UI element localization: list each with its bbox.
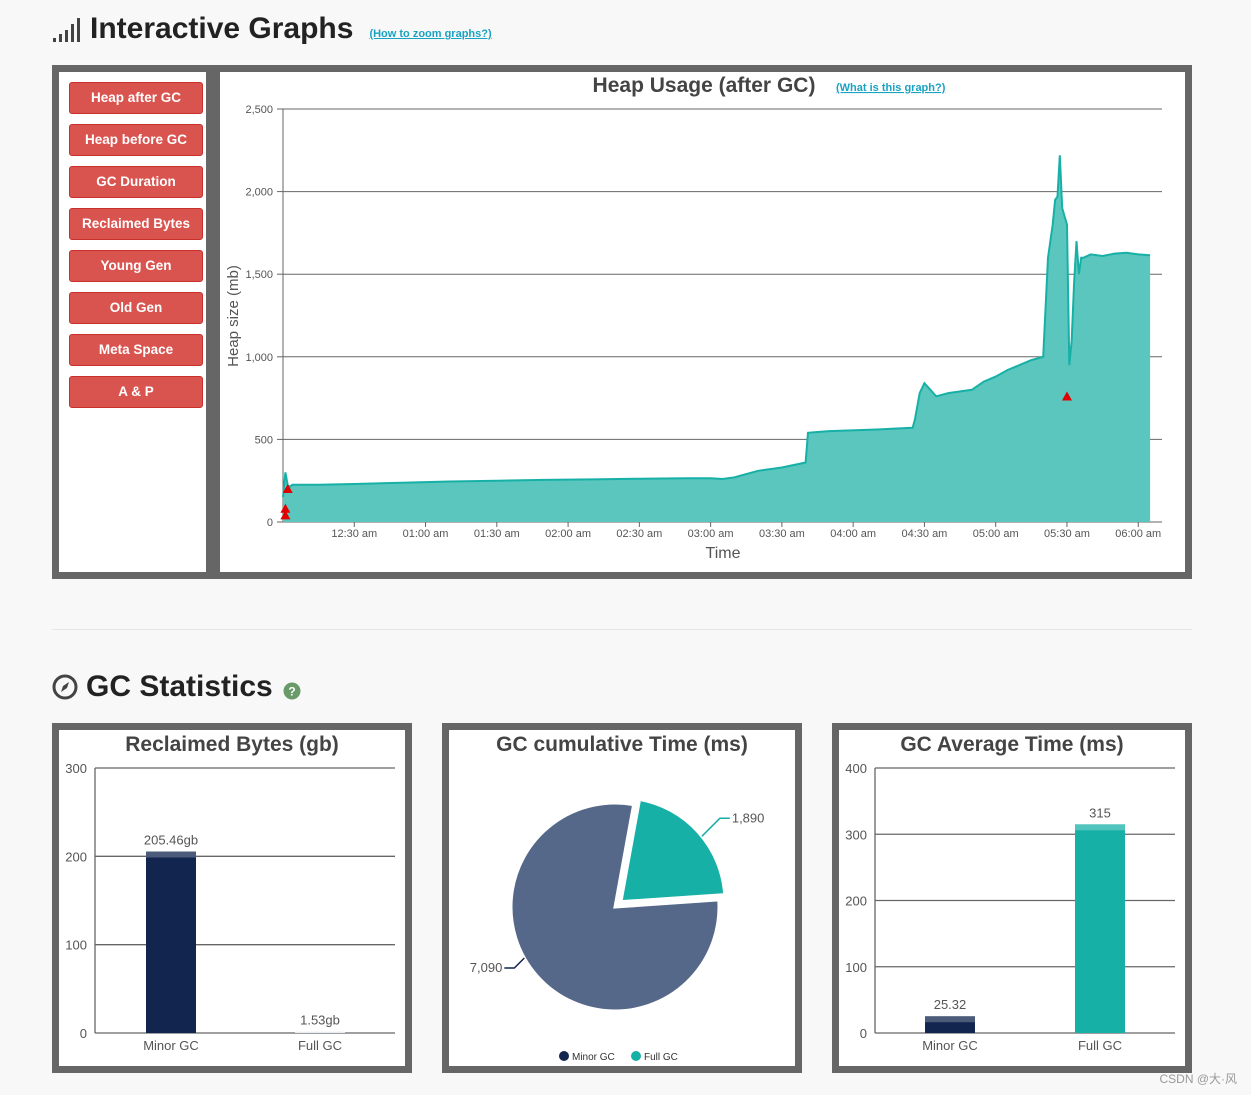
heap-xtick-label: 02:00 am xyxy=(545,528,591,540)
interactive-graphs-title: Interactive Graphs xyxy=(90,12,354,45)
heap-xtick-label: 06:00 am xyxy=(1115,528,1161,540)
rb-bar-full-gc xyxy=(295,1031,345,1033)
heap-before-gc-button[interactable]: Heap before GC xyxy=(69,124,203,156)
rb-ytick-label: 100 xyxy=(65,938,87,953)
rb-bar-minor-gc xyxy=(146,851,196,1033)
reclaimed-bytes-title: Reclaimed Bytes (gb) xyxy=(125,733,339,756)
avg-category-label: Minor GC xyxy=(922,1038,978,1053)
rb-data-label: 1.53gb xyxy=(300,1013,340,1028)
heap-xtick-label: 04:30 am xyxy=(901,528,947,540)
heap-xtick-label: 05:00 am xyxy=(973,528,1019,540)
heap-usage-chart[interactable]: Heap Usage (after GC) (What is this grap… xyxy=(220,72,1185,572)
pie-data-label-minor-gc: 7,090 xyxy=(470,960,503,975)
heap-chart-title: Heap Usage (after GC) xyxy=(593,74,816,97)
reclaimed-bytes-chart[interactable]: Reclaimed Bytes (gb) 0 100 200 300 205.46gb M… xyxy=(59,730,405,1066)
heap-ytick-label: 0 xyxy=(267,517,273,529)
gc-duration-button[interactable]: GC Duration xyxy=(69,166,203,198)
heap-xtick-label: 05:30 am xyxy=(1044,528,1090,540)
avg-ytick-label: 0 xyxy=(860,1026,867,1041)
reclaimed-bytes-frame: Reclaimed Bytes (gb) 0 100 200 300 205.46gb M… xyxy=(52,723,412,1073)
avg-ytick-label: 200 xyxy=(845,894,867,909)
heap-chart-help-link[interactable]: (What is this graph?) xyxy=(836,82,946,94)
avg-ytick-label: 300 xyxy=(845,827,867,842)
heap-xtick-label: 02:30 am xyxy=(616,528,662,540)
signal-bars-icon xyxy=(53,18,80,42)
rb-ytick-label: 300 xyxy=(65,761,87,776)
gc-statistics-title: GC Statistics xyxy=(86,670,273,703)
gc-average-time-frame: GC Average Time (ms) 0 100 200 300 400 25.32 M… xyxy=(832,723,1192,1073)
avg-bar-highlight xyxy=(1075,824,1125,831)
heap-ytick-label: 2,000 xyxy=(245,187,273,199)
pie-connector-full-gc xyxy=(701,817,730,837)
full-gc-marker xyxy=(1061,391,1072,401)
heap-chart-ylabel: Heap size (mb) xyxy=(225,265,242,367)
full-gc-marker xyxy=(282,483,293,493)
heap-xtick-label: 03:30 am xyxy=(759,528,805,540)
a-and-p-button[interactable]: A & P xyxy=(69,376,203,408)
avg-bar-highlight xyxy=(925,1016,975,1023)
gc-cumulative-time-chart[interactable]: GC cumulative Time (ms) 1,890 7,090 Minor… xyxy=(449,730,795,1066)
gc-cumulative-time-frame: GC cumulative Time (ms) 1,890 7,090 Minor… xyxy=(442,723,802,1073)
heap-ytick-label: 1,500 xyxy=(245,269,273,281)
compass-icon xyxy=(52,674,78,700)
legend-full-gc-marker xyxy=(631,1051,641,1061)
heap-xtick-label: 01:00 am xyxy=(403,528,449,540)
heap-area-fill xyxy=(283,155,1151,523)
young-gen-button[interactable]: Young Gen xyxy=(69,250,203,282)
heap-usage-chart-panel: Heap Usage (after GC) (What is this grap… xyxy=(220,72,1185,572)
heap-xtick-label: 04:00 am xyxy=(830,528,876,540)
section-divider xyxy=(52,629,1192,630)
rb-ytick-label: 0 xyxy=(80,1026,87,1041)
legend-minor-gc-label[interactable]: Minor GC xyxy=(572,1052,615,1063)
heap-ytick-label: 1,000 xyxy=(245,352,273,364)
pie-slice-full-gc xyxy=(619,797,727,904)
gc-cumulative-time-title: GC cumulative Time (ms) xyxy=(496,733,748,756)
heap-xtick-label: 03:00 am xyxy=(688,528,734,540)
full-gc-marker xyxy=(280,503,291,513)
legend-minor-gc-marker xyxy=(559,1051,569,1061)
gc-statistics-header: GC Statistics ? xyxy=(52,670,301,704)
pie-data-label-full-gc: 1,890 xyxy=(732,810,765,825)
svg-text:?: ? xyxy=(288,685,295,699)
reclaimed-bytes-button[interactable]: Reclaimed Bytes xyxy=(69,208,203,240)
heap-ytick-label: 2,500 xyxy=(245,104,273,116)
avg-ytick-label: 100 xyxy=(845,960,867,975)
gc-average-time-chart[interactable]: GC Average Time (ms) 0 100 200 300 400 25.32 M… xyxy=(839,730,1185,1066)
heap-ytick-label: 500 xyxy=(255,434,273,446)
old-gen-button[interactable]: Old Gen xyxy=(69,292,203,324)
question-icon[interactable]: ? xyxy=(283,682,301,700)
rb-category-label: Full GC xyxy=(298,1038,342,1053)
rb-ytick-label: 200 xyxy=(65,849,87,864)
graph-selector-panel: Heap after GC Heap before GC GC Duration… xyxy=(59,72,206,572)
avg-data-label: 25.32 xyxy=(934,997,967,1012)
avg-data-label: 315 xyxy=(1089,805,1111,820)
interactive-graphs-header: Interactive Graphs (How to zoom graphs?) xyxy=(52,12,492,46)
pie-connector-minor-gc xyxy=(504,957,525,969)
avg-bar-minor-gc xyxy=(925,1016,975,1033)
rb-bar-highlight xyxy=(295,1031,345,1033)
full-gc-marker xyxy=(280,510,291,520)
heap-chart-xlabel: Time xyxy=(706,545,741,562)
heap-series-line xyxy=(282,155,1151,498)
avg-ytick-label: 400 xyxy=(845,761,867,776)
legend-full-gc-label[interactable]: Full GC xyxy=(644,1052,678,1063)
watermark: CSDN @大·风 xyxy=(1159,1072,1237,1086)
interactive-graph-frame: Heap after GC Heap before GC GC Duration… xyxy=(52,65,1192,579)
meta-space-button[interactable]: Meta Space xyxy=(69,334,203,366)
zoom-help-link[interactable]: (How to zoom graphs?) xyxy=(369,28,492,40)
pie-slice-minor-gc xyxy=(509,801,721,1013)
heap-after-gc-button[interactable]: Heap after GC xyxy=(69,82,203,114)
gc-average-time-title: GC Average Time (ms) xyxy=(900,733,1123,756)
heap-xtick-label: 01:30 am xyxy=(474,528,520,540)
avg-bar-full-gc xyxy=(1075,824,1125,1033)
avg-category-label: Full GC xyxy=(1078,1038,1122,1053)
rb-bar-highlight xyxy=(146,851,196,858)
rb-data-label: 205.46gb xyxy=(144,833,198,848)
rb-category-label: Minor GC xyxy=(143,1038,199,1053)
heap-xtick-label: 12:30 am xyxy=(331,528,377,540)
